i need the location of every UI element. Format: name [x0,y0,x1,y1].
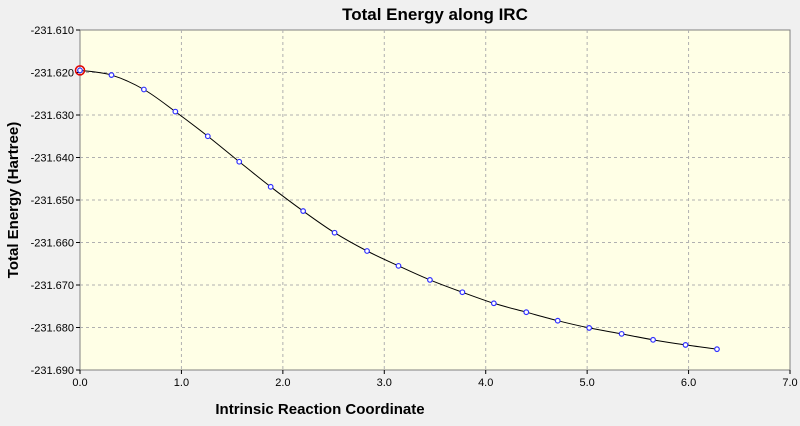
y-tick-label: -231.670 [31,280,74,292]
x-tick-label: 2.0 [275,377,290,389]
x-tick-label: 5.0 [579,377,594,389]
data-point [459,289,466,296]
data-point [364,248,370,254]
data-point [586,325,593,331]
y-tick-label: -231.660 [31,238,74,250]
data-point [236,158,243,165]
y-axis-label: Total Energy (Hartree) [5,122,22,278]
data-point [714,346,720,353]
x-axis-label: Intrinsic Reaction Coordinate [215,401,424,418]
data-point [650,336,656,343]
y-tick-label: -231.650 [31,195,74,207]
data-point [618,330,625,337]
y-tick-label: -231.640 [31,153,74,165]
data-point [427,277,433,283]
y-tick-label: -231.680 [31,323,74,335]
y-tick-label: -231.690 [31,365,74,377]
data-point [395,262,402,269]
data-point [172,108,179,115]
data-point [331,229,338,236]
x-tick-label: 6.0 [681,377,696,389]
data-point [108,72,115,78]
y-tick-label: -231.610 [31,25,74,37]
x-tick-label: 3.0 [377,377,392,389]
y-tick-label: -231.620 [31,68,74,80]
y-tick-label: -231.630 [31,110,74,122]
plot-area: 0.0 1.0 2.0 3.0 4.0 5.0 6.0 7.0 -231.610 -231.620… [31,25,798,389]
data-point [490,300,497,307]
data-point [523,309,530,316]
data-point [300,208,307,214]
data-point [267,183,274,190]
data-point [204,133,211,140]
highlighted-point-ring [74,65,86,76]
x-tick-label: 7.0 [782,377,797,389]
data-point [140,86,147,93]
data-point [554,317,561,324]
x-tick-label: 4.0 [478,377,493,389]
x-tick-label: 1.0 [174,377,189,389]
data-point [77,67,83,74]
x-tick-label: 0.0 [72,377,87,389]
chart-title: Total Energy along IRC [342,5,528,24]
data-point [682,342,689,348]
